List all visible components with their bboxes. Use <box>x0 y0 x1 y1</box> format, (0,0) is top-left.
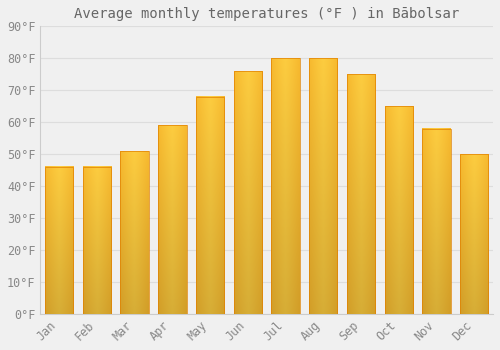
Bar <box>272 58 299 314</box>
Bar <box>120 151 149 314</box>
Bar <box>347 74 375 314</box>
Title: Average monthly temperatures (°F ) in Bābolsar: Average monthly temperatures (°F ) in Bā… <box>74 7 460 21</box>
Bar <box>83 167 111 314</box>
Bar <box>196 97 224 314</box>
Bar <box>45 167 74 314</box>
Bar <box>460 154 488 314</box>
Bar <box>158 125 186 314</box>
Bar <box>309 58 338 314</box>
Bar <box>384 106 413 314</box>
Bar <box>234 71 262 314</box>
Bar <box>422 128 450 314</box>
